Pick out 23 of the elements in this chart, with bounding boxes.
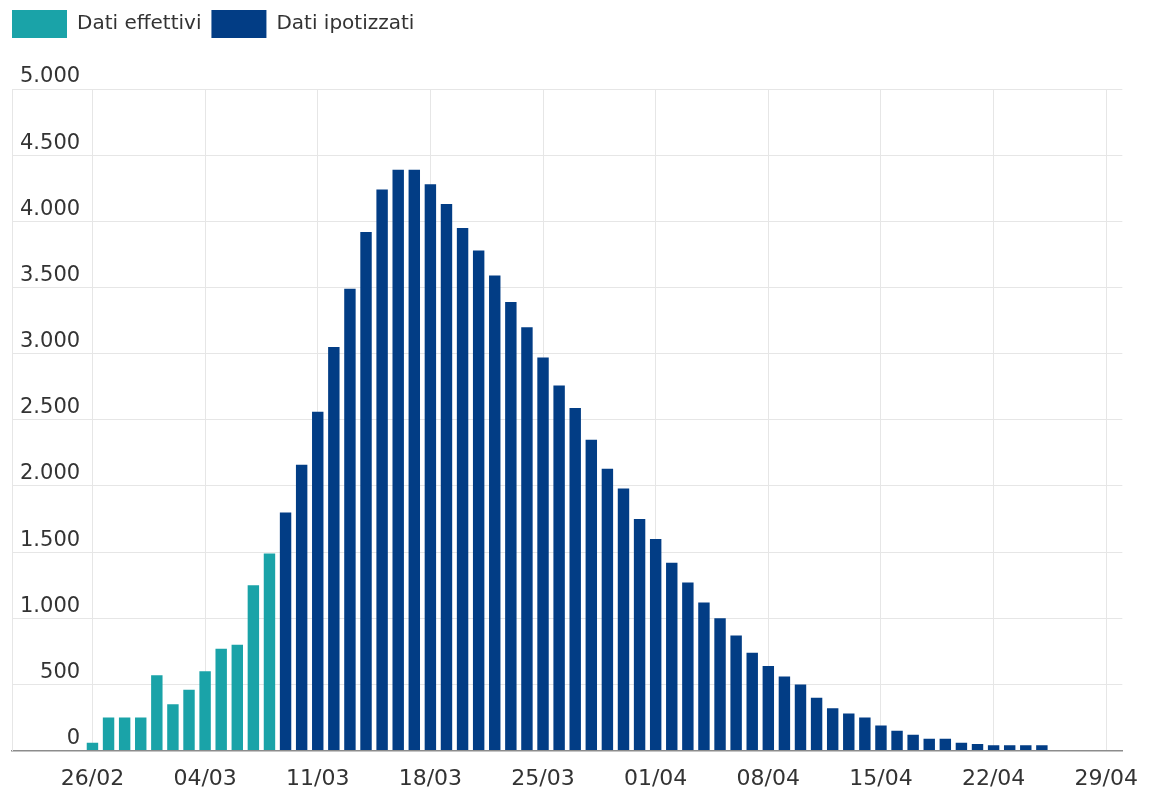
x-tick-label: 26/02: [60, 764, 125, 790]
x-tick-label: 11/03: [286, 764, 350, 790]
x-tick-label: 08/04: [736, 764, 801, 790]
y-tick-label: 4.000: [19, 195, 81, 220]
legend-label: Dati effettivi: [77, 10, 202, 35]
legend-label: Dati ipotizzati: [276, 10, 415, 35]
y-tick-label: 1.500: [19, 526, 81, 551]
y-tick-label: 5.000: [19, 63, 81, 88]
y-tick-label: 500: [40, 658, 81, 683]
y-tick-label: 0: [66, 725, 81, 750]
y-tick-label: 4.500: [19, 129, 81, 154]
x-tick-label: 18/03: [398, 764, 463, 790]
x-tick-label: 01/04: [623, 764, 688, 790]
x-tick-label: 15/04: [849, 764, 913, 790]
x-tick-label: 29/04: [1074, 764, 1138, 790]
y-tick-label: 3.000: [19, 328, 81, 353]
y-tick-label: 3.500: [19, 261, 81, 286]
y-tick-label: 2.500: [19, 394, 81, 419]
y-tick-label: 2.000: [19, 460, 81, 485]
x-tick-label: 25/03: [511, 764, 575, 790]
y-tick-label: 1.000: [19, 592, 81, 617]
x-tick-label: 22/04: [961, 764, 1026, 790]
x-tick-label: 04/03: [173, 764, 237, 790]
